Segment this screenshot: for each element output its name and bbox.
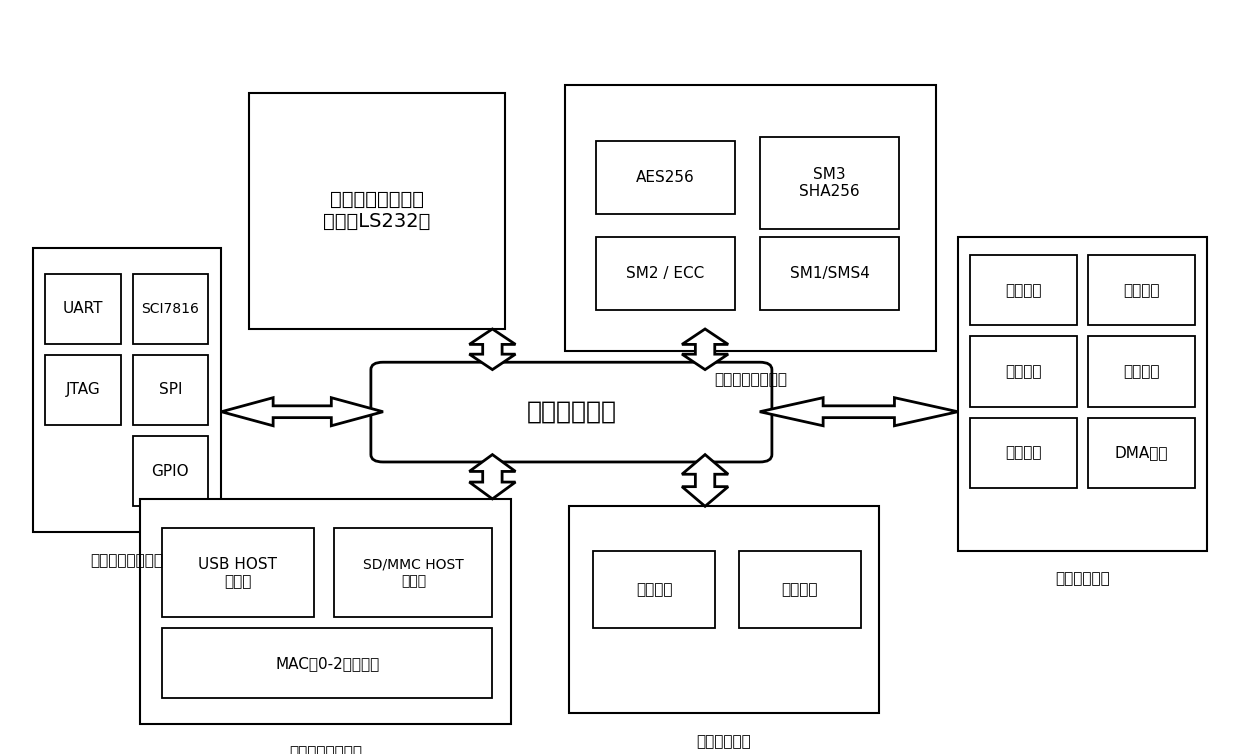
Bar — [593, 550, 714, 628]
Text: 低速输入输出部件: 低速输入输出部件 — [91, 553, 164, 568]
Text: SM1/SMS4: SM1/SMS4 — [790, 266, 869, 281]
FancyBboxPatch shape — [371, 362, 771, 462]
Text: MAC（0-2）控制器: MAC（0-2）控制器 — [275, 656, 379, 671]
Bar — [1087, 255, 1195, 325]
Text: 高速输入输出部件: 高速输入输出部件 — [289, 745, 362, 754]
Bar — [970, 255, 1076, 325]
Bar — [957, 237, 1207, 550]
Text: 时钟管理: 时钟管理 — [1006, 283, 1042, 298]
Text: SPI: SPI — [159, 382, 182, 397]
Text: 总线矩阵结构: 总线矩阵结构 — [527, 400, 616, 424]
Bar — [162, 529, 314, 617]
Text: SCI7816: SCI7816 — [141, 302, 200, 316]
Text: 纯硬件加解密单元: 纯硬件加解密单元 — [714, 372, 787, 387]
Polygon shape — [469, 329, 516, 369]
Bar — [45, 355, 120, 425]
Text: 国产嵌入式处理器
（龙芯LS232）: 国产嵌入式处理器 （龙芯LS232） — [324, 190, 430, 231]
Bar — [970, 418, 1076, 488]
Bar — [133, 274, 208, 344]
Bar — [569, 507, 879, 713]
Bar — [133, 355, 208, 425]
Bar — [249, 93, 505, 329]
Text: 系统控制: 系统控制 — [1006, 446, 1042, 460]
Polygon shape — [682, 329, 728, 369]
Text: SD/MMC HOST
控制器: SD/MMC HOST 控制器 — [363, 558, 464, 588]
Polygon shape — [469, 455, 516, 499]
Text: GPIO: GPIO — [151, 464, 190, 479]
Bar — [335, 529, 492, 617]
Text: 地址过滤: 地址过滤 — [636, 582, 672, 597]
Text: SM2 / ECC: SM2 / ECC — [626, 266, 704, 281]
Bar — [1087, 336, 1195, 406]
Bar — [133, 436, 208, 507]
Text: 协议处理部件: 协议处理部件 — [697, 734, 751, 749]
Bar — [45, 274, 120, 344]
Bar — [140, 499, 511, 725]
Text: UART: UART — [63, 301, 103, 316]
Polygon shape — [760, 397, 957, 426]
Text: 系统控制部件: 系统控制部件 — [1055, 572, 1110, 587]
Bar — [739, 550, 861, 628]
Bar — [162, 628, 492, 698]
Text: SM3
SHA256: SM3 SHA256 — [800, 167, 859, 199]
Bar — [595, 237, 735, 311]
Polygon shape — [682, 455, 728, 507]
Polygon shape — [222, 397, 383, 426]
Bar — [595, 140, 735, 214]
Text: 系统定时: 系统定时 — [1123, 364, 1159, 379]
Text: AES256: AES256 — [636, 170, 694, 185]
Text: USB HOST
控制器: USB HOST 控制器 — [198, 556, 278, 589]
Bar — [565, 85, 936, 351]
Bar — [970, 336, 1076, 406]
Bar — [760, 136, 899, 229]
Bar — [760, 237, 899, 311]
Text: 加扰单元: 加扰单元 — [781, 582, 818, 597]
Text: 中断控制: 中断控制 — [1006, 364, 1042, 379]
Bar — [1087, 418, 1195, 488]
Text: JTAG: JTAG — [66, 382, 100, 397]
Text: DMA控制: DMA控制 — [1115, 446, 1168, 460]
Text: 复位管理: 复位管理 — [1123, 283, 1159, 298]
Bar — [33, 247, 222, 532]
